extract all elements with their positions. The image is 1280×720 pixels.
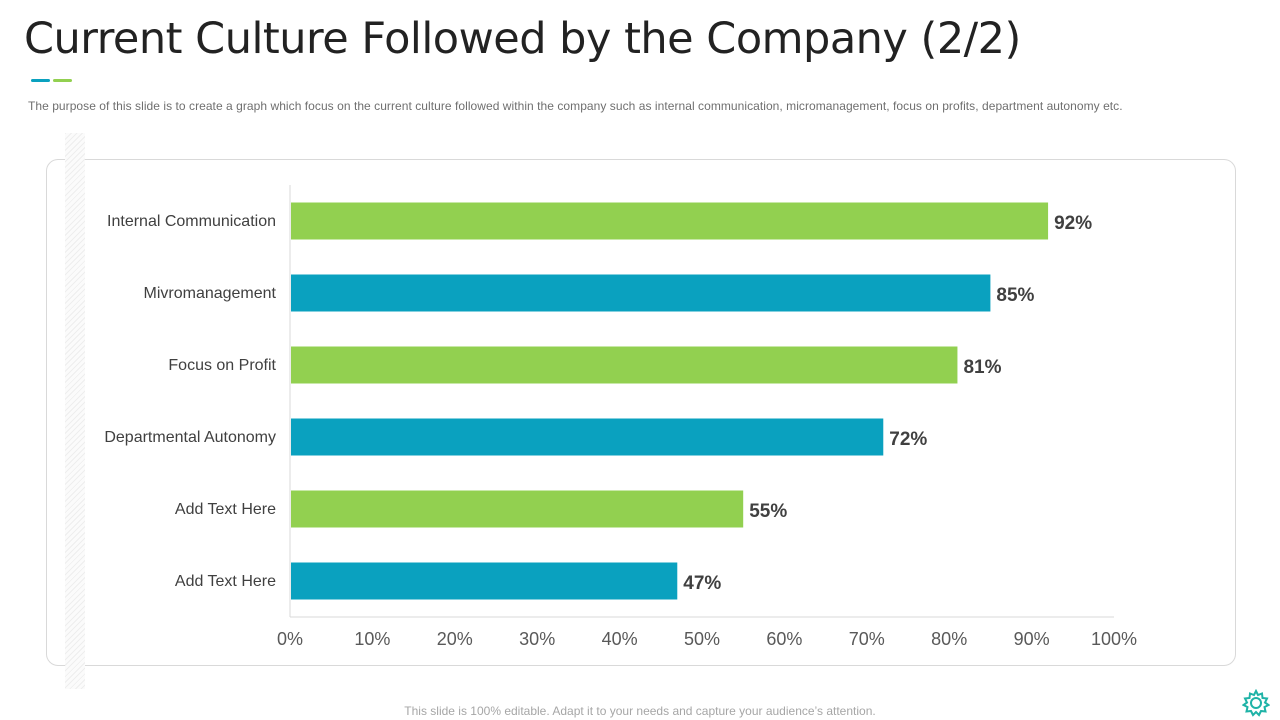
bar (291, 562, 678, 600)
bar (291, 346, 958, 384)
x-tick-label: 70% (849, 629, 885, 649)
x-tick-label: 90% (1014, 629, 1050, 649)
bar (291, 274, 991, 312)
bar (291, 202, 1049, 240)
value-label: 72% (889, 429, 927, 450)
x-tick-label: 10% (354, 629, 390, 649)
category-label: Mivromanagement (144, 285, 277, 302)
value-label: 85% (996, 285, 1034, 306)
title-accent-green (53, 79, 72, 82)
category-label: Add Text Here (175, 573, 276, 590)
bar (291, 418, 884, 456)
title-accent-teal (31, 79, 50, 82)
value-label: 92% (1054, 213, 1092, 234)
value-label: 81% (963, 357, 1001, 378)
slide-title: Current Culture Followed by the Company … (24, 14, 1021, 64)
category-label: Internal Communication (107, 213, 276, 230)
bar (291, 490, 744, 528)
category-label: Add Text Here (175, 501, 276, 518)
x-tick-label: 50% (684, 629, 720, 649)
category-label: Departmental Autonomy (104, 429, 276, 446)
gear-icon[interactable] (1242, 689, 1270, 717)
value-label: 47% (683, 573, 721, 594)
slide-subtitle: The purpose of this slide is to create a… (28, 99, 1123, 113)
value-label: 55% (749, 501, 787, 522)
x-tick-label: 100% (1091, 629, 1137, 649)
x-tick-label: 30% (519, 629, 555, 649)
slide-footer: This slide is 100% editable. Adapt it to… (404, 704, 876, 718)
decorative-hatch-strip (65, 133, 85, 689)
x-tick-label: 0% (277, 629, 303, 649)
x-tick-label: 80% (931, 629, 967, 649)
x-tick-label: 40% (602, 629, 638, 649)
x-tick-label: 60% (766, 629, 802, 649)
x-tick-label: 20% (437, 629, 473, 649)
category-label: Focus on Profit (168, 357, 276, 374)
